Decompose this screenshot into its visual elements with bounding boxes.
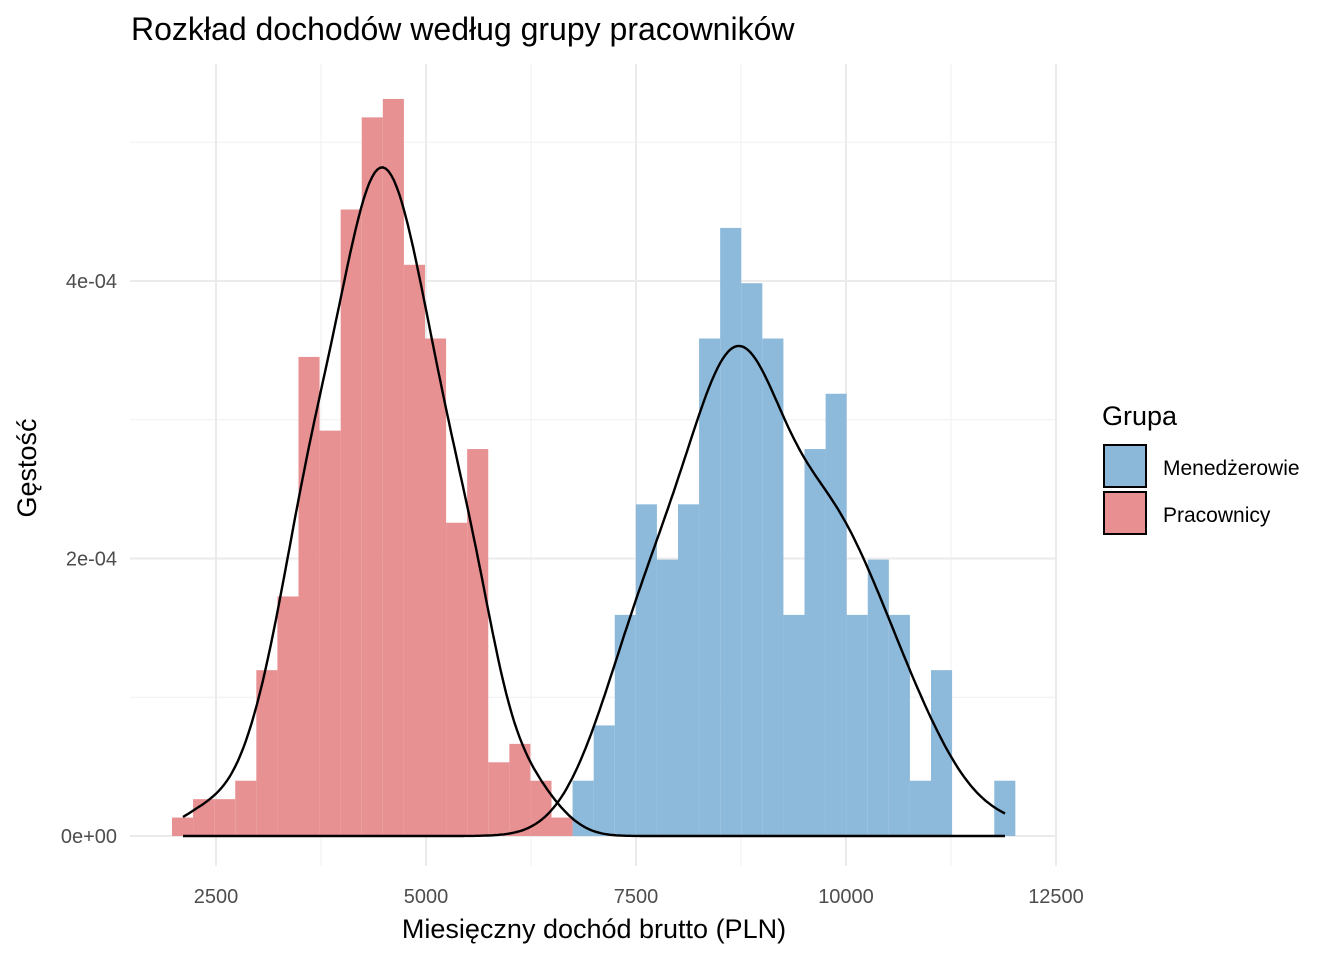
x-axis-title: Miesięczny dochód brutto (PLN) [402, 914, 786, 944]
bar-menedzerowie [804, 449, 826, 836]
bar-menedzerowie [825, 393, 847, 836]
x-tick-label: 12500 [1028, 886, 1084, 908]
bar-menedzerowie [888, 614, 910, 836]
bar-pracownicy [361, 117, 383, 836]
bar-pracownicy [530, 780, 552, 836]
legend-key-menedzerowie [1103, 444, 1147, 488]
legend-label-menedzerowie: Menedżerowie [1163, 457, 1300, 480]
bar-pracownicy [340, 209, 362, 836]
bar-pracownicy [235, 780, 257, 836]
y-tick-label: 4e-04 [66, 271, 117, 293]
legend: Grupa Menedżerowie Pracownicy [1102, 401, 1300, 535]
bar-menedzerowie [867, 559, 889, 836]
y-axis-title: Gęstość [12, 418, 42, 517]
density-curves [182, 166, 1006, 838]
bar-menedzerowie [572, 780, 594, 836]
bar-pracownicy [382, 98, 404, 837]
x-tick-labels: 2500 5000 7500 10000 12500 [194, 886, 1084, 908]
x-tick-label: 5000 [404, 886, 449, 908]
y-tick-label: 0e+00 [61, 826, 117, 848]
bar-pracownicy [298, 356, 320, 836]
bar-pracownicy [424, 338, 447, 836]
legend-label-pracownicy: Pracownicy [1163, 504, 1271, 527]
x-tick-label: 10000 [818, 886, 874, 908]
bar-menedzerowie [614, 614, 636, 836]
bar-pracownicy [488, 762, 510, 836]
density-curve-pracownicy [182, 166, 1005, 838]
bar-pracownicy [467, 449, 489, 836]
bar-menedzerowie [699, 338, 721, 836]
legend-key-pracownicy [1103, 491, 1147, 535]
bar-menedzerowie [678, 504, 700, 836]
bar-pracownicy [171, 817, 194, 836]
chart-title: Rozkład dochodów według grupy pracownikó… [131, 11, 795, 47]
bar-menedzerowie [783, 614, 805, 836]
bar-menedzerowie [741, 283, 763, 836]
y-tick-label: 2e-04 [66, 549, 117, 571]
bar-menedzerowie [762, 338, 784, 836]
x-tick-label: 7500 [614, 886, 659, 908]
bar-pracownicy [277, 596, 299, 836]
bar-menedzerowie [635, 504, 657, 836]
legend-title: Grupa [1102, 401, 1178, 431]
bar-pracownicy [403, 264, 425, 836]
bar-pracownicy [551, 817, 573, 836]
bar-pracownicy [256, 670, 278, 836]
bars [171, 98, 1016, 837]
bar-menedzerowie [593, 725, 615, 836]
bar-pracownicy [319, 430, 341, 836]
y-tick-labels: 0e+00 2e-04 4e-04 [61, 271, 117, 848]
density-curve-menedzerowie [183, 344, 1006, 838]
bar-menedzerowie [994, 780, 1016, 836]
x-tick-label: 2500 [194, 886, 239, 908]
bar-pracownicy [509, 743, 531, 836]
bar-menedzerowie [656, 559, 678, 836]
bar-menedzerowie [846, 614, 868, 836]
bar-pracownicy [446, 522, 468, 836]
bar-menedzerowie [909, 780, 932, 836]
bar-pracownicy [214, 799, 236, 836]
bar-menedzerowie [931, 670, 953, 836]
bar-menedzerowie [720, 227, 742, 837]
